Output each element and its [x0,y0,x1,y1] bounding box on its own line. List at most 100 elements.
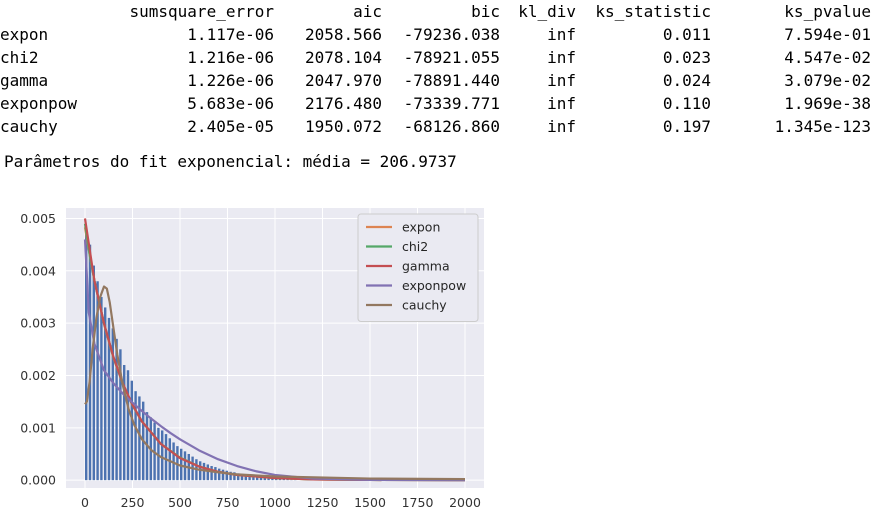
y-tick-label: 0.005 [20,211,56,226]
histogram-bar [237,473,240,481]
table-row: expon 1.117e-06 2058.566 -79236.038 inf … [0,23,871,46]
histogram-bar [161,430,164,481]
legend: expon chi2 gamma exponpow cauchy [357,213,479,322]
table-cell: inf [547,94,576,113]
histogram-bar [92,265,95,481]
table-cell: inf [547,25,576,44]
column-header: aic [353,2,382,21]
table-header-row: sumsquare_error aic bic kl_div ks_statis… [0,0,871,23]
table-cell: 1950.072 [304,117,382,136]
fit-parameters-text: Parâmetros do fit exponencial: média = 2… [4,152,457,171]
table-cell: 2047.970 [304,71,382,90]
histogram-bar [290,479,293,481]
table-cell: -78921.055 [403,48,500,67]
table-cell: 2058.566 [304,25,382,44]
table-cell: 0.023 [662,48,711,67]
x-tick-label: 1250 [307,495,339,510]
histogram-bar [85,228,88,481]
histogram-bar [176,446,179,481]
table-cell: 3.079e-02 [784,71,871,90]
table-cell: 1.117e-06 [187,25,274,44]
histogram-bar [263,477,266,481]
histogram-bar [134,391,137,481]
histogram-bar [123,365,126,481]
series-line-gamma [83,218,466,482]
table-row: exponpow 5.683e-06 2176.480 -73339.771 i… [0,92,871,115]
table-cell: 1.216e-06 [187,48,274,67]
histogram-bar [180,448,183,481]
table-cell: 5.683e-06 [187,94,274,113]
histogram-bar [248,474,251,481]
x-tick-label: 750 [216,495,240,510]
table-cell: -73339.771 [403,94,500,113]
table-cell: 0.024 [662,71,711,90]
histogram-bar [206,464,209,481]
table-row: cauchy 2.405e-05 1950.072 -68126.860 inf… [0,115,871,138]
column-header: ks_statistic [595,2,711,21]
table-cell: 2.405e-05 [187,117,274,136]
histogram-bar [278,478,282,481]
histogram-bar [256,475,259,481]
histogram-bar [96,281,99,481]
histogram-bar [229,471,232,481]
y-tick-label: 0.004 [20,263,56,278]
legend-label-gamma: gamma [402,259,450,274]
fit-summary-table: sumsquare_error aic bic kl_div ks_statis… [0,0,871,138]
histogram-bar [286,479,289,481]
histogram-bar [218,468,221,481]
table-row: chi2 1.216e-06 2078.104 -78921.055 inf 0… [0,46,871,69]
column-header: sumsquare_error [129,2,275,21]
table-cell: 0.197 [662,117,711,136]
histogram-bar [111,328,114,481]
histogram-bar [202,462,206,481]
table-cell: 1.226e-06 [187,71,274,90]
legend-box [357,213,479,322]
histogram-bar [172,442,175,481]
table-cell: 1.345e-123 [774,117,871,136]
x-tick-label: 0 [81,495,89,510]
row-label: gamma [0,71,49,90]
column-header: bic [471,2,500,21]
x-tick-label: 2000 [449,495,481,510]
table-cell: 2078.104 [304,48,382,67]
histogram-bar [225,470,228,481]
histogram-bar [130,380,133,481]
histogram-bar [107,317,111,481]
x-tick-label: 500 [168,495,192,510]
histogram-bar [275,478,278,481]
legend-label-expon: expon [402,220,440,235]
series-line-exponpow [83,239,466,482]
table-cell: inf [547,71,576,90]
histogram-bar [119,349,122,481]
distribution-fit-chart: 0 250 500 750 1000 1250 1500 1750 2000 0.000 0.001… [20,208,484,510]
y-tick-label: 0.002 [20,368,56,383]
histogram-bar [252,475,255,481]
row-label: expon [0,25,49,44]
legend-label-cauchy: cauchy [402,298,447,313]
histogram-bar [210,466,213,481]
histogram-bar [267,477,270,481]
histogram-bar [138,396,141,481]
table-cell: -78891.440 [403,71,500,90]
table-cell: 2176.480 [304,94,382,113]
histogram-bar [244,474,247,481]
y-tick-label: 0.001 [20,420,56,435]
column-header: ks_pvalue [784,2,871,21]
histogram-bar [88,244,92,481]
histogram-bar [282,479,285,481]
x-tick-label: 1500 [354,495,386,510]
table-cell: 0.011 [662,25,711,44]
series-line-cauchy [84,285,466,481]
legend-label-exponpow: exponpow [402,278,466,293]
histogram-bar [164,434,168,481]
row-label: exponpow [0,94,78,113]
histogram-bar [259,476,263,481]
table-cell: inf [547,117,576,136]
table-cell: 1.969e-38 [784,94,871,113]
histogram-bar [214,467,217,481]
histogram-bar [233,472,236,481]
histogram-bar [100,296,103,481]
table-cell: 7.594e-01 [784,25,871,44]
table-cell: 0.110 [662,94,711,113]
table-cell: -68126.860 [403,117,500,136]
